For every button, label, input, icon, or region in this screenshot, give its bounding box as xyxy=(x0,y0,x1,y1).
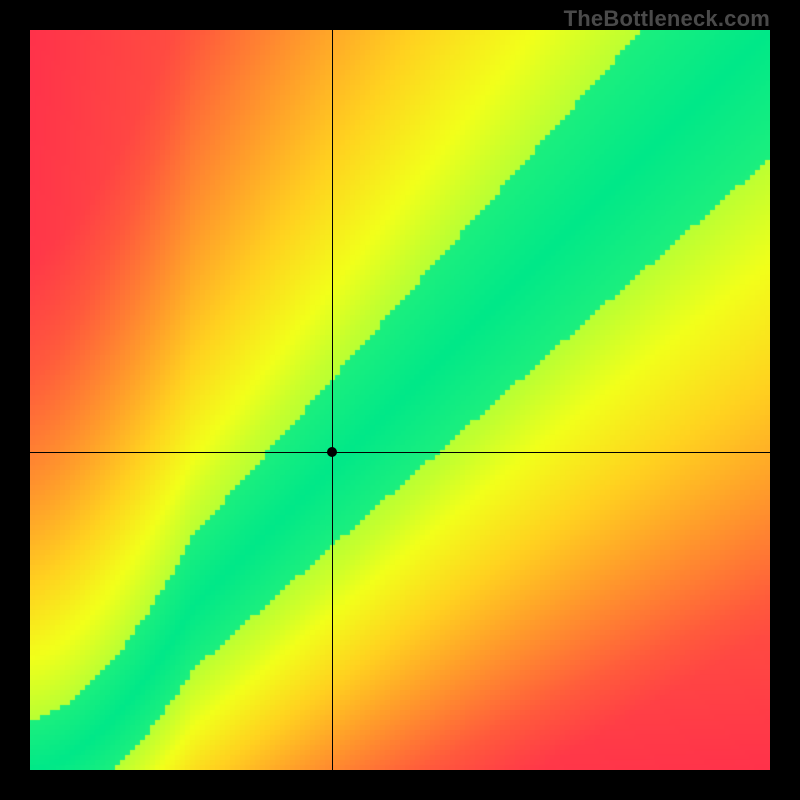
crosshair-marker xyxy=(327,447,337,457)
crosshair-horizontal xyxy=(30,452,770,453)
bottleneck-heatmap xyxy=(30,30,770,770)
crosshair-vertical xyxy=(332,30,333,770)
watermark-text: TheBottleneck.com xyxy=(564,6,770,32)
